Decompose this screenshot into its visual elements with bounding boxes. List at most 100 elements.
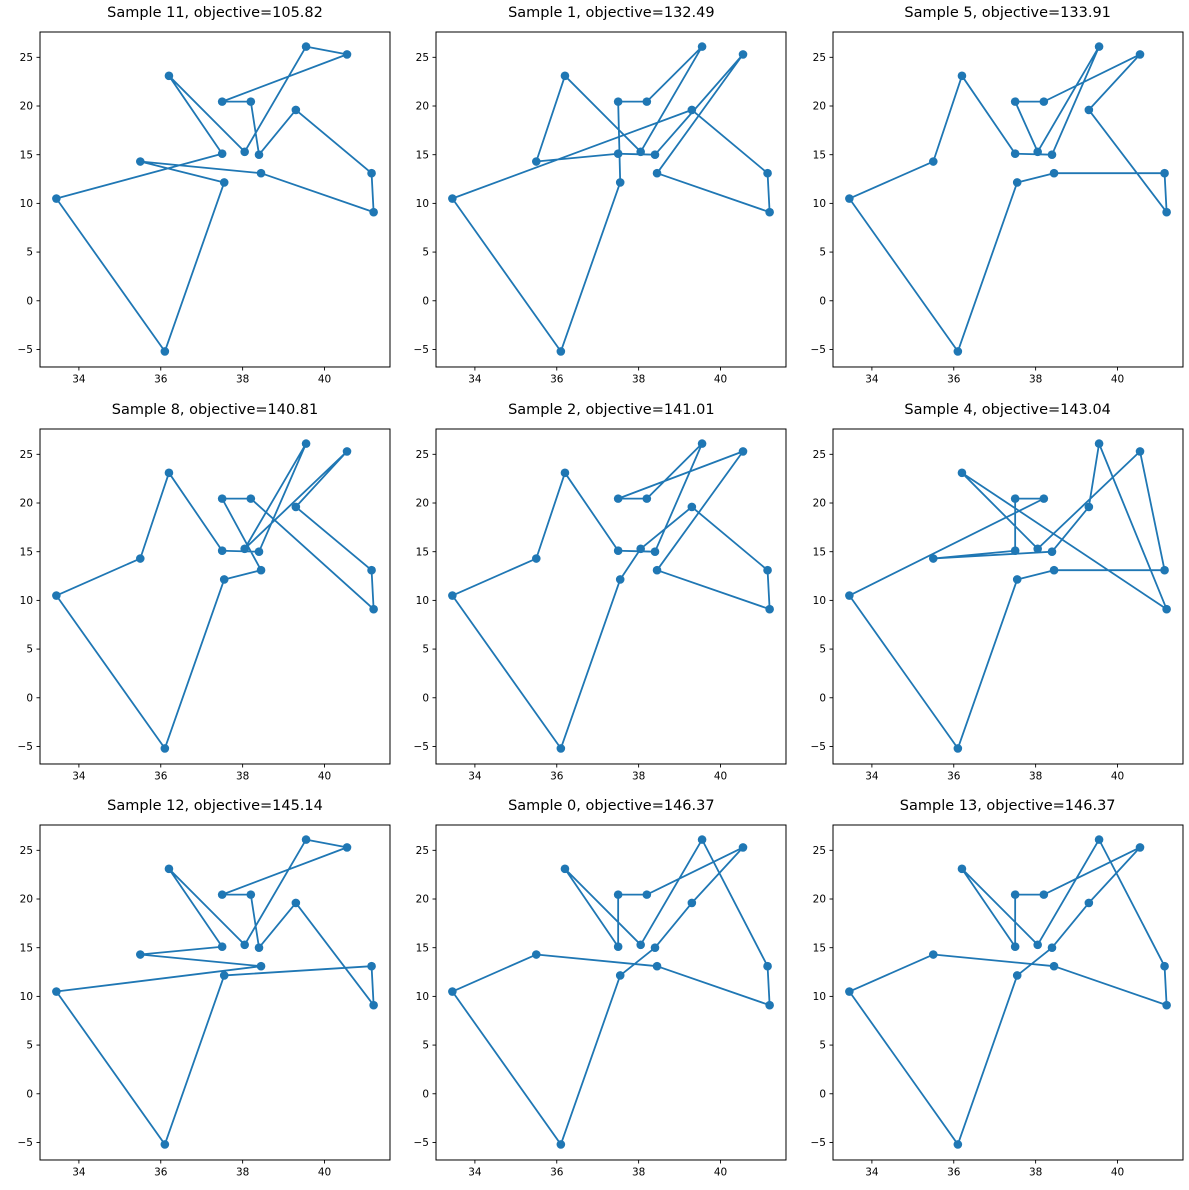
city-marker (367, 565, 376, 575)
city-marker (219, 971, 229, 981)
y-tick-label: 10 (416, 198, 429, 210)
y-tick-label: 20 (20, 101, 33, 113)
y-tick-label: −5 (810, 1137, 825, 1149)
y-tick-label: 5 (26, 1040, 33, 1052)
subplot-sample-11: 34 36 38 40 −5 0 5 10 15 20 25 Sample 11, objectiv… (0, 0, 396, 397)
city-marker (957, 864, 966, 874)
axes-frame (39, 824, 391, 1161)
y-tick-label: 20 (20, 894, 33, 906)
y-tick-label: 0 (819, 1089, 826, 1101)
tour-plot-canvas-sample-13: 34 36 38 40 −5 0 5 10 15 20 25 (810, 824, 1184, 1179)
city-marker (217, 546, 227, 555)
city-marker (217, 493, 227, 503)
x-tick-label: 38 (236, 373, 249, 385)
y-tick-label: 5 (26, 247, 33, 259)
y-tick-label: 25 (812, 845, 825, 857)
axes-frame (435, 824, 787, 1161)
x-tick-label: 40 (318, 373, 331, 385)
city-marker (532, 157, 541, 166)
city-marker (164, 864, 174, 874)
city-marker (1159, 565, 1169, 575)
city-marker (135, 553, 145, 563)
subplot-sample-8: 34 36 38 40 −5 0 5 10 15 20 25 Sample 8, objective… (0, 397, 396, 794)
tour-plot-canvas-sample-11: 34 36 38 40 −5 0 5 10 15 20 25 (18, 31, 391, 385)
city-marker (448, 194, 458, 203)
x-tick-label: 40 (714, 373, 727, 385)
city-marker (765, 207, 775, 217)
city-marker (532, 950, 541, 960)
y-tick-label: 20 (812, 894, 825, 906)
city-marker (367, 168, 376, 178)
x-tick-label: 38 (1029, 373, 1042, 385)
y-tick-label: −5 (810, 344, 825, 356)
city-marker (1047, 547, 1056, 556)
city-marker (1010, 942, 1020, 952)
subplot-title: Sample 2, objective=141.01 (508, 401, 715, 418)
y-tick-label: 15 (20, 149, 33, 161)
axes-frame (39, 428, 391, 765)
city-marker (1135, 50, 1144, 59)
city-marker (256, 565, 266, 575)
city-marker (556, 347, 566, 356)
city-marker (653, 962, 662, 971)
x-tick-label: 36 (947, 770, 961, 782)
city-marker (164, 71, 174, 81)
city-marker (160, 347, 170, 356)
subplot-title: Sample 4, objective=143.04 (904, 401, 1111, 418)
city-marker (135, 950, 145, 960)
city-marker (217, 890, 227, 900)
city-marker (636, 940, 646, 950)
city-marker (560, 468, 570, 477)
y-tick-label: 15 (416, 546, 429, 558)
x-tick-label: 36 (947, 373, 961, 385)
city-marker (687, 502, 697, 511)
city-marker (651, 150, 660, 159)
city-marker (844, 987, 854, 997)
subplot-title: Sample 5, objective=133.91 (904, 5, 1111, 21)
city-marker (1084, 898, 1093, 908)
x-tick-label: 36 (550, 373, 564, 385)
y-tick-label: 15 (812, 546, 825, 558)
y-tick-label: 10 (20, 595, 33, 607)
x-tick-label: 40 (318, 1167, 331, 1179)
city-marker (928, 157, 938, 166)
city-marker (616, 574, 625, 584)
city-marker (556, 743, 566, 753)
y-tick-label: 25 (812, 52, 825, 64)
y-tick-label: −5 (18, 344, 33, 356)
y-tick-label: 0 (819, 692, 826, 704)
y-tick-label: 25 (416, 845, 429, 857)
x-tick-label: 36 (154, 373, 168, 385)
city-marker (369, 1001, 378, 1010)
city-marker (614, 493, 623, 503)
city-marker (687, 898, 697, 908)
city-marker (1039, 493, 1048, 503)
x-tick-label: 36 (550, 770, 564, 782)
y-tick-label: 10 (812, 595, 825, 607)
city-marker (240, 544, 249, 553)
tour-plot-canvas-sample-12: 34 36 38 40 −5 0 5 10 15 20 25 (18, 824, 391, 1179)
x-tick-label: 34 (72, 373, 86, 385)
subplot-sample-5: 34 36 38 40 −5 0 5 10 15 20 25 Sample 5, objective… (793, 0, 1189, 397)
city-marker (739, 50, 748, 59)
city-marker (698, 42, 707, 51)
subplot-sample-13: 34 36 38 40 −5 0 5 10 15 20 25 Sample 13, objectiv… (793, 793, 1189, 1190)
city-marker (614, 890, 623, 900)
city-marker (160, 743, 170, 753)
city-marker (246, 97, 256, 106)
city-marker (342, 843, 352, 853)
city-marker (291, 898, 301, 908)
tour-plot-canvas-sample-1: 34 36 38 40 −5 0 5 10 15 20 25 (414, 31, 787, 385)
city-marker (765, 604, 775, 614)
city-marker (160, 1140, 170, 1150)
city-marker (1084, 502, 1093, 511)
x-tick-label: 38 (1029, 1167, 1042, 1179)
y-tick-label: 20 (812, 101, 825, 113)
city-marker (254, 547, 264, 556)
city-marker (928, 950, 938, 960)
x-tick-label: 36 (550, 1167, 564, 1179)
city-marker (301, 835, 311, 845)
city-marker (636, 147, 646, 157)
city-marker (52, 194, 61, 203)
